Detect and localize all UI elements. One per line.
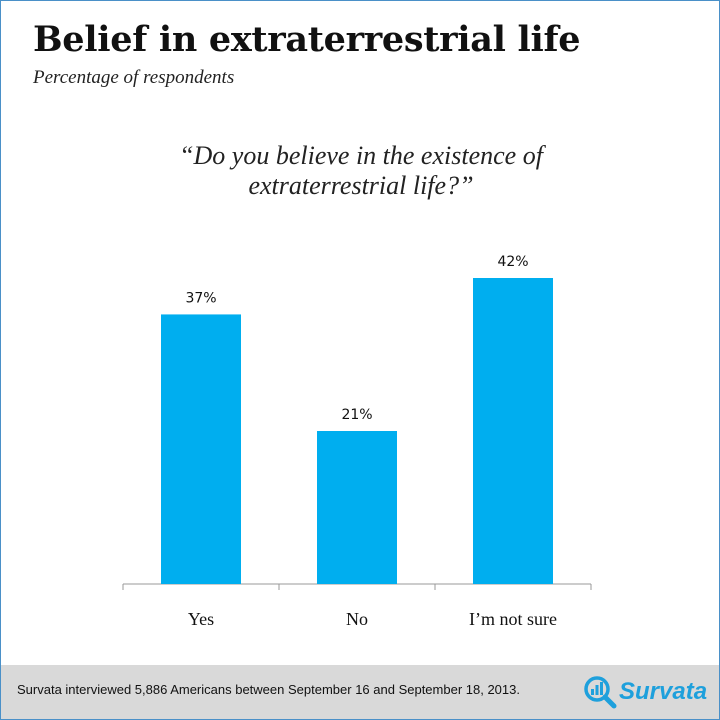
footer-note: Survata interviewed 5,886 Americans betw… (17, 682, 520, 697)
bar (473, 278, 553, 584)
survata-logo: Survata (583, 673, 707, 711)
bar (317, 431, 397, 584)
bar-data-label: 37% (185, 290, 216, 306)
x-tick-label: Yes (188, 609, 214, 629)
survey-question: “Do you believe in the existence of extr… (1, 141, 719, 201)
chart-subtitle: Percentage of respondents (33, 67, 235, 88)
x-tick-label: No (346, 609, 368, 629)
survey-question-line-1: “Do you believe in the existence of (179, 141, 543, 170)
bar-chart: 37% Yes 21% No 42% I’m not sure (122, 254, 592, 629)
chart-title: Belief in extraterrestrial life (33, 19, 581, 60)
x-tick-label: I’m not sure (469, 609, 557, 629)
footer: Survata interviewed 5,886 Americans betw… (1, 665, 719, 719)
bar-data-label: 42% (497, 254, 528, 270)
magnifier-bar-chart-icon (584, 676, 617, 709)
survey-question-line-2: extraterrestrial life?” (248, 171, 474, 200)
bar-data-label: 21% (341, 407, 372, 423)
bar (161, 314, 241, 584)
logo-wordmark: Survata (619, 678, 708, 705)
